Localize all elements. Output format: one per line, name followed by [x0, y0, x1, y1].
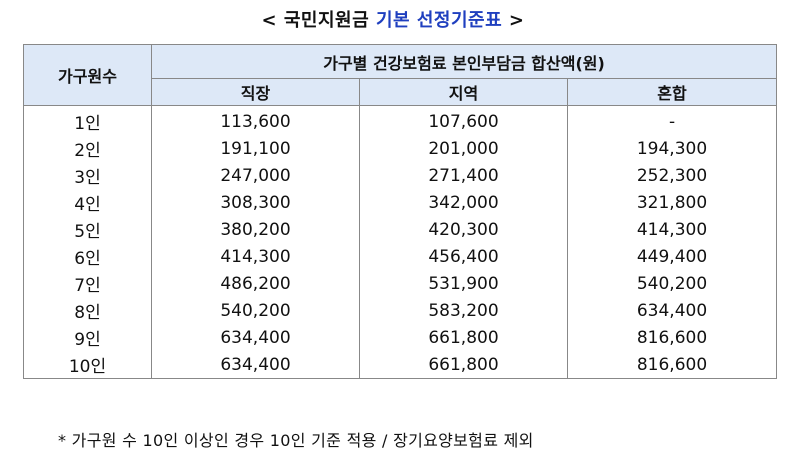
- table-row: 3인 247,000 271,400 252,300: [23, 162, 778, 189]
- cell-regional: 342,000: [359, 189, 568, 216]
- cell-workplace: 486,200: [151, 270, 360, 297]
- cell-workplace: 380,200: [151, 216, 360, 243]
- table-row: 6인 414,300 456,400 449,400: [23, 243, 778, 270]
- row-label: 5인: [23, 216, 152, 243]
- cell-mixed: 194,300: [566, 135, 778, 162]
- column-header-regional: 지역: [359, 78, 568, 106]
- row-label: 8인: [23, 297, 152, 324]
- row-label: 4인: [23, 189, 152, 216]
- cell-mixed: 540,200: [566, 270, 778, 297]
- row-label: 10인: [23, 351, 152, 379]
- column-header-mixed: 혼합: [566, 78, 778, 106]
- cell-regional: 456,400: [359, 243, 568, 270]
- title-main: 국민지원금: [283, 10, 376, 31]
- household-size-header: 가구원수: [23, 44, 152, 106]
- table-row: 7인 486,200 531,900 540,200: [23, 270, 778, 297]
- cell-mixed: 634,400: [566, 297, 778, 324]
- table-row: 1인 113,600 107,600 -: [23, 105, 778, 135]
- cell-workplace: 191,100: [151, 135, 360, 162]
- row-label: 3인: [23, 162, 152, 189]
- row-label: 6인: [23, 243, 152, 270]
- cell-workplace: 634,400: [151, 324, 360, 351]
- cell-mixed: 816,600: [566, 324, 778, 351]
- table-body: 1인 113,600 107,600 - 2인 191,100 201,000 …: [23, 105, 778, 379]
- cell-regional: 661,800: [359, 324, 568, 351]
- cell-mixed: 816,600: [566, 351, 778, 379]
- cell-mixed: -: [566, 105, 778, 135]
- footnote: * 가구원 수 10인 이상인 경우 10인 기준 적용 / 장기요양보험료 제…: [58, 431, 534, 450]
- cell-regional: 661,800: [359, 351, 568, 379]
- row-label: 7인: [23, 270, 152, 297]
- cell-regional: 271,400: [359, 162, 568, 189]
- cell-mixed: 414,300: [566, 216, 778, 243]
- cell-workplace: 540,200: [151, 297, 360, 324]
- cell-workplace: 414,300: [151, 243, 360, 270]
- cell-regional: 107,600: [359, 105, 568, 135]
- premium-group-header: 가구별 건강보험료 본인부담금 합산액(원): [150, 44, 778, 79]
- row-label: 9인: [23, 324, 152, 351]
- table-row: 8인 540,200 583,200 634,400: [23, 297, 778, 324]
- table-row: 9인 634,400 661,800 816,600: [23, 324, 778, 351]
- title-accent: 기본 선정기준표: [375, 10, 503, 31]
- page-title: < 국민지원금 기본 선정기준표 >: [0, 6, 786, 32]
- cell-regional: 583,200: [359, 297, 568, 324]
- table-row: 2인 191,100 201,000 194,300: [23, 135, 778, 162]
- cell-mixed: 321,800: [566, 189, 778, 216]
- cell-regional: 531,900: [359, 270, 568, 297]
- table-row: 5인 380,200 420,300 414,300: [23, 216, 778, 243]
- cell-workplace: 247,000: [151, 162, 360, 189]
- title-prefix: <: [261, 10, 284, 31]
- cell-regional: 420,300: [359, 216, 568, 243]
- cell-regional: 201,000: [359, 135, 568, 162]
- table-row: 10인 634,400 661,800 816,600: [23, 351, 778, 379]
- cell-workplace: 308,300: [151, 189, 360, 216]
- row-label: 1인: [23, 105, 152, 135]
- column-header-workplace: 직장: [151, 78, 360, 106]
- cell-workplace: 634,400: [151, 351, 360, 379]
- table-row: 4인 308,300 342,000 321,800: [23, 189, 778, 216]
- cell-mixed: 252,300: [566, 162, 778, 189]
- row-label: 2인: [23, 135, 152, 162]
- cell-workplace: 113,600: [151, 105, 360, 135]
- cell-mixed: 449,400: [566, 243, 778, 270]
- title-suffix: >: [502, 10, 525, 31]
- criteria-table: 가구원수 가구별 건강보험료 본인부담금 합산액(원) 직장 지역 혼합 1인 …: [23, 44, 778, 379]
